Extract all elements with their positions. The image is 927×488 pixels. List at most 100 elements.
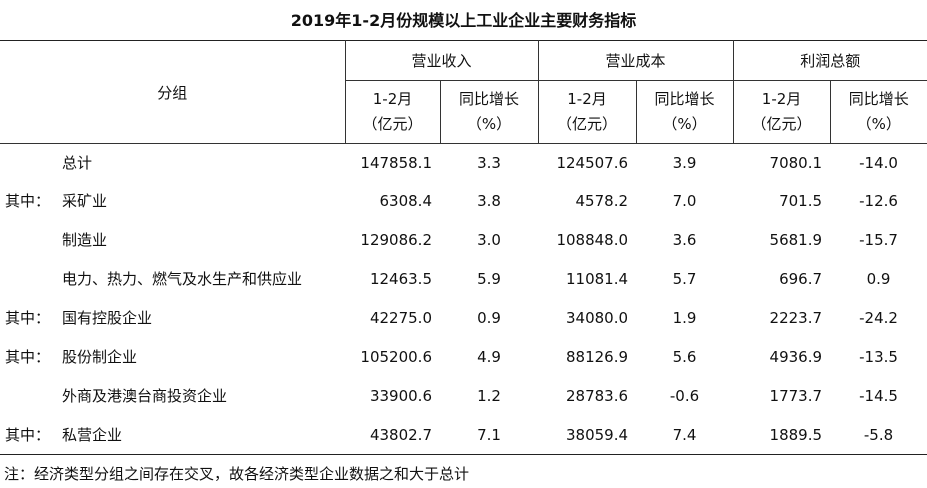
amount-cell: 33900.6: [369, 386, 432, 405]
sub-header: 1-2月 （亿元）: [732, 80, 831, 144]
row-label: 电力、热力、燃气及水生产和供应业: [0, 259, 345, 298]
growth-cell: 3.3: [477, 153, 501, 172]
table-row: 其中： 股份制企业 105200.6 4.9 88126.9 5.6 4936.9 -13.5: [0, 337, 927, 376]
growth-cell: 7.0: [672, 191, 697, 210]
growth-cell: -5.8: [830, 415, 927, 455]
growth-cell: -14.5: [859, 386, 898, 405]
growth-cell: 7.1: [440, 415, 539, 455]
row-label: 其中： 采矿业: [0, 181, 345, 220]
sub-header: 同比增长 （%）: [635, 80, 734, 144]
row-label: 总计: [0, 144, 345, 182]
sub-header-line: 1-2月: [761, 90, 802, 108]
row-prefix: 其中：: [5, 192, 51, 210]
row-label: 制造业: [0, 220, 345, 259]
row-name: 制造业: [62, 231, 108, 249]
data-table: 分组 营业收入 营业成本 利润总额 1-2月 （亿元） 同比增长 （%） 1-2月 （亿元） 同比增…: [0, 40, 927, 455]
growth-cell: 1.9: [672, 308, 697, 327]
row-prefix: 其中：: [5, 348, 51, 366]
table-title: 2019年1-2月份规模以上工业企业主要财务指标: [290, 11, 637, 30]
amount-cell: 5681.9: [769, 230, 823, 249]
row-name: 私营企业: [62, 426, 123, 444]
growth-cell: -0.6: [669, 386, 700, 405]
amount-cell: 88126.9: [565, 347, 629, 366]
column-group: 利润总额: [732, 40, 927, 81]
row-name: 采矿业: [62, 192, 108, 210]
table-row: 其中： 私营企业 43802.7 7.1 38059.4 7.4 1889.5 -5.8: [0, 415, 927, 455]
table-row: 其中： 采矿业 6308.4 3.8 4578.2 7.0 701.5 -12.6: [0, 181, 927, 220]
sub-header-line: （%）: [466, 115, 512, 133]
group-header: 分组: [0, 40, 346, 144]
row-prefix: 其中：: [5, 426, 51, 444]
amount-cell: 4936.9: [769, 347, 823, 366]
growth-cell: 0.9: [477, 308, 501, 327]
amount-cell: 124507.6: [556, 153, 629, 172]
column-group: 营业收入: [344, 40, 539, 81]
amount-cell: 38059.4: [538, 415, 637, 455]
amount-cell: 1889.5: [733, 415, 831, 455]
sub-header-line: 同比增长: [654, 90, 715, 108]
row-name: 电力、热力、燃气及水生产和供应业: [62, 270, 303, 288]
sub-header: 1-2月 （亿元）: [344, 80, 441, 144]
sub-header-line: 1-2月: [372, 90, 413, 108]
growth-cell: 3.8: [477, 191, 501, 210]
row-name: 国有控股企业: [62, 309, 153, 327]
growth-cell: 5.6: [672, 347, 697, 366]
growth-cell: -24.2: [859, 308, 898, 327]
table-body: 总计 147858.1 3.3 124507.6 3.9 7080.1 -14.0 其中： 采矿…: [0, 144, 927, 455]
amount-cell: 129086.2: [360, 230, 432, 249]
amount-cell: 12463.5: [369, 269, 432, 288]
amount-cell: 34080.0: [565, 308, 629, 327]
row-label: 外商及港澳台商投资企业: [0, 376, 345, 415]
growth-cell: 3.6: [672, 230, 697, 249]
sub-header: 同比增长 （%）: [829, 80, 927, 144]
growth-cell: 5.7: [672, 269, 697, 288]
growth-cell: 3.0: [477, 230, 501, 249]
row-prefix: 其中：: [5, 309, 51, 327]
amount-cell: 2223.7: [769, 308, 823, 327]
sub-header-line: （亿元）: [557, 115, 618, 133]
row-name: 股份制企业: [62, 348, 138, 366]
column-group: 营业成本: [537, 40, 734, 81]
header-row: 1-2月 （亿元） 同比增长 （%） 1-2月 （亿元） 同比增长 （%） 1-2月 （亿元） 同比…: [0, 80, 927, 144]
table-row: 其中： 国有控股企业 42275.0 0.9 34080.0 1.9 2223.7 -24.2: [0, 298, 927, 337]
amount-cell: 105200.6: [360, 347, 432, 366]
row-name: 总计: [62, 154, 93, 172]
row-label: 其中： 国有控股企业: [0, 298, 345, 337]
sub-header-line: （亿元）: [362, 115, 423, 133]
table-row: 外商及港澳台商投资企业 33900.6 1.2 28783.6 -0.6 1773.7 -1…: [0, 376, 927, 415]
table-row: 电力、热力、燃气及水生产和供应业 12463.5 5.9 11081.4 5.7 696.…: [0, 259, 927, 298]
growth-cell: -12.6: [859, 191, 898, 210]
sub-header-line: 1-2月: [567, 90, 607, 108]
amount-cell: 108848.0: [556, 230, 629, 249]
amount-cell: 701.5: [779, 191, 823, 210]
table-row: 制造业 129086.2 3.0 108848.0 3.6 5681.9 -15.7: [0, 220, 927, 259]
amount-cell: 147858.1: [360, 153, 432, 172]
amount-cell: 43802.7: [345, 415, 440, 455]
amount-cell: 4578.2: [575, 191, 629, 210]
row-label: 其中： 私营企业: [0, 415, 345, 455]
header-row: 分组 营业收入 营业成本 利润总额: [0, 40, 927, 144]
sub-header-line: 同比增长: [848, 90, 909, 108]
footnote: 注：经济类型分组之间存在交叉，故各经济类型企业数据之和大于总计: [4, 465, 470, 483]
table-row: 总计 147858.1 3.3 124507.6 3.9 7080.1 -14.0: [0, 144, 927, 182]
sub-header-line: （%）: [856, 115, 901, 133]
growth-cell: -13.5: [859, 347, 898, 366]
sub-header-line: （%）: [662, 115, 707, 133]
growth-cell: 7.4: [636, 415, 734, 455]
row-name: 外商及港澳台商投资企业: [62, 387, 228, 405]
amount-cell: 1773.7: [769, 386, 823, 405]
growth-cell: -15.7: [859, 230, 898, 249]
sub-header-line: 同比增长: [459, 90, 520, 108]
sub-header: 同比增长 （%）: [439, 80, 539, 144]
amount-cell: 696.7: [779, 269, 823, 288]
sub-header-line: （亿元）: [751, 115, 812, 133]
amount-cell: 6308.4: [379, 191, 433, 210]
amount-cell: 28783.6: [565, 386, 629, 405]
growth-cell: 3.9: [672, 153, 697, 172]
growth-cell: 1.2: [477, 386, 501, 405]
table-header: 分组 营业收入 营业成本 利润总额 1-2月 （亿元） 同比增长 （%） 1-2月 （亿元） 同比增…: [0, 40, 927, 144]
growth-cell: 4.9: [477, 347, 501, 366]
amount-cell: 11081.4: [565, 269, 629, 288]
growth-cell: 5.9: [477, 269, 501, 288]
